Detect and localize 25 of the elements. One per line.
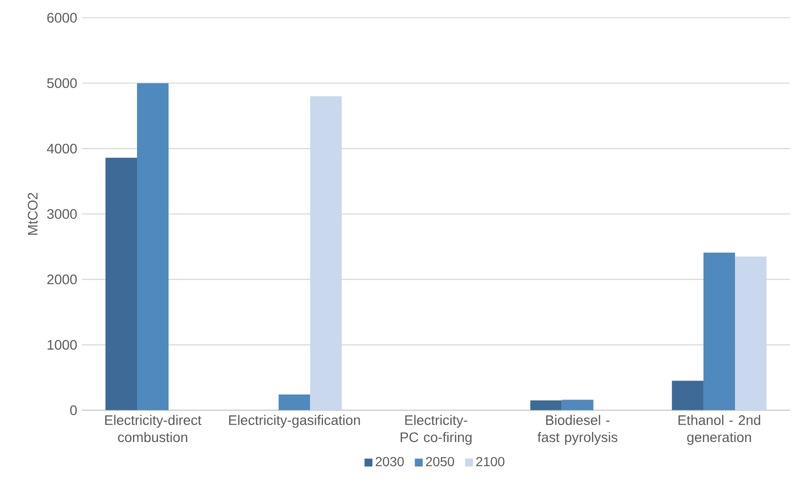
bar	[310, 96, 342, 410]
y-tick-label: 0	[70, 405, 77, 416]
y-tick-label: 1000	[48, 340, 77, 350]
y-tick-label: 6000	[47, 12, 77, 23]
bar	[105, 158, 138, 410]
y-tick-label: 4000	[46, 144, 77, 154]
bar	[137, 83, 169, 410]
bar	[672, 380, 704, 410]
legend-label: 2100	[476, 456, 504, 466]
legend-label: 2050	[426, 456, 454, 466]
y-tick-label: 3000	[47, 209, 77, 219]
bar	[278, 394, 310, 410]
y-axis-title: MtCO2	[28, 192, 38, 235]
x-tick-label: Electricity- PC co-firing	[400, 414, 472, 445]
x-tick-label: Electricity-gasification	[229, 414, 360, 428]
bar	[735, 256, 767, 410]
y-tick-label: 2000	[47, 274, 77, 284]
legend-label: 2030	[376, 456, 404, 466]
x-tick-label: Biodiesel - fast pyrolysis	[538, 414, 618, 445]
bar	[562, 400, 594, 410]
y-tick-label: 5000	[47, 78, 77, 88]
bar	[703, 252, 736, 410]
x-tick-label: Ethanol - 2nd generation	[678, 414, 760, 445]
x-tick-label: Electricity-direct combustion	[105, 414, 202, 442]
bar	[530, 400, 562, 410]
